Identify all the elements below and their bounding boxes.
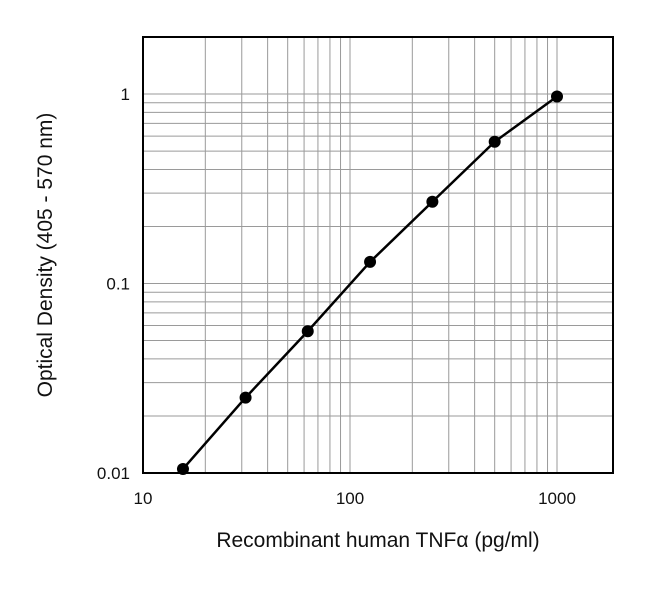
y-axis-title: Optical Density (405 - 570 nm)	[34, 113, 57, 398]
x-tick-label: 10	[134, 489, 153, 508]
plot-frame	[142, 36, 614, 474]
y-tick-label: 0.1	[106, 275, 130, 294]
data-point	[239, 391, 252, 404]
x-axis-title: Recombinant human TNFα (pg/ml)	[216, 529, 539, 552]
y-tick-label: 0.01	[97, 464, 130, 483]
data-point	[426, 195, 439, 208]
tick-labels: 10 100 1000 0.01 0.1 1	[97, 85, 576, 508]
data-series	[176, 90, 563, 475]
y-tick-label: 1	[121, 85, 130, 104]
grid-lines	[143, 37, 613, 473]
data-point	[364, 255, 377, 268]
x-tick-label: 100	[336, 489, 364, 508]
data-point	[551, 90, 563, 103]
data-point	[176, 462, 189, 475]
data-point	[301, 325, 314, 338]
series-line	[182, 95, 558, 470]
data-point	[488, 135, 501, 148]
x-tick-label: 1000	[538, 489, 576, 508]
